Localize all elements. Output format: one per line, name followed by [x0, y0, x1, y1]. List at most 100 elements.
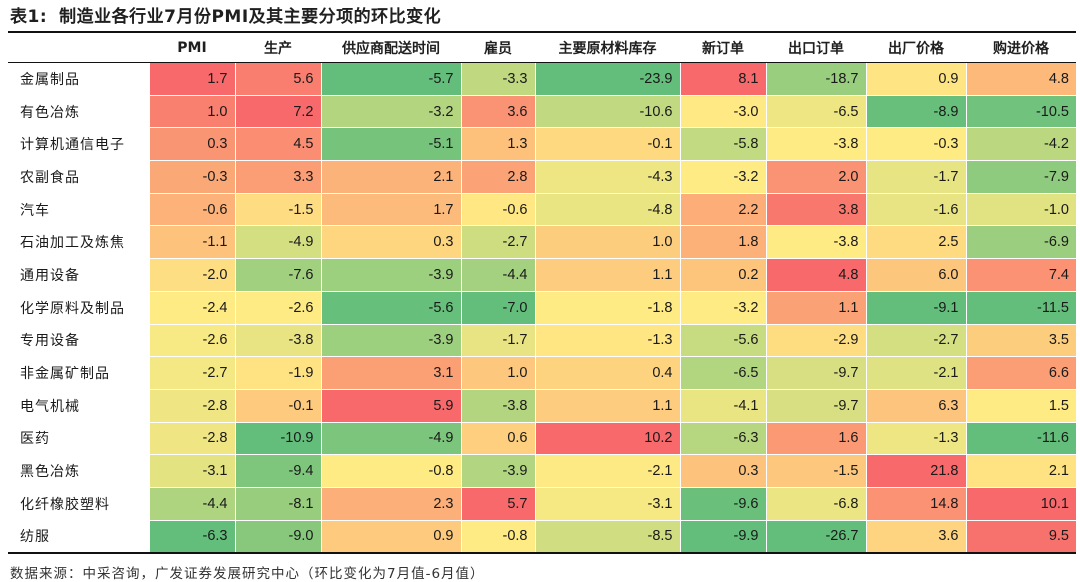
- heatmap-cell: -1.5: [234, 192, 321, 226]
- row-label: 计算机通信电子: [8, 127, 149, 161]
- heatmap-cell: -2.4: [148, 290, 235, 324]
- heatmap-cell: -1.5: [765, 454, 866, 488]
- heatmap-cell: -1.7: [460, 323, 535, 357]
- heatmap-cell: 7.4: [965, 258, 1076, 292]
- heatmap-cell: 5.7: [460, 486, 535, 521]
- row-label: 有色冶炼: [8, 94, 149, 128]
- table-row: 金属制品 1.7 5.6 -5.7 -3.3 -23.9 8.1 -18.7 0.9 4.8: [8, 62, 1076, 96]
- table-row: 纺服 -6.3 -9.0 0.9 -0.8 -8.5 -9.9 -26.7 3.6 9.5: [8, 519, 1076, 555]
- heatmap-cell: -3.8: [460, 388, 535, 423]
- table-row: 计算机通信电子 0.3 4.5 -5.1 1.3 -0.1 -5.8 -3.8 -0.3 -4.2: [8, 127, 1076, 161]
- heatmap-cell: 2.8: [460, 160, 535, 194]
- table-row: 石油加工及炼焦 -1.1 -4.9 0.3 -2.7 1.0 1.8 -3.8 2.5 -6.9: [8, 225, 1076, 259]
- heatmap-cell: 0.4: [534, 356, 680, 390]
- column-header: 购进价格: [966, 33, 1076, 63]
- heatmap-cell: -8.5: [534, 519, 680, 555]
- heatmap-cell: -0.8: [320, 454, 461, 488]
- heatmap-cell: -2.0: [148, 258, 235, 292]
- heatmap-cell: -4.4: [148, 486, 235, 521]
- heatmap-cell: -6.9: [965, 225, 1076, 259]
- heatmap-cell: -8.1: [234, 486, 321, 521]
- heatmap-cell: 1.0: [460, 356, 535, 390]
- heatmap-cell: -1.0: [965, 192, 1076, 226]
- row-label: 医药: [8, 421, 149, 455]
- heatmap-cell: -4.4: [460, 258, 535, 292]
- heatmap-cell: -10.5: [965, 94, 1076, 128]
- table-row: 化学原料及制品 -2.4 -2.6 -5.6 -7.0 -1.8 -3.2 1.1 -9.1 -1…: [8, 290, 1076, 324]
- heatmap-cell: -0.1: [534, 127, 680, 161]
- table-row: 通用设备 -2.0 -7.6 -3.9 -4.4 1.1 0.2 4.8 6.0 7.4: [8, 258, 1076, 292]
- heatmap-cell: 0.3: [148, 127, 235, 161]
- heatmap-cell: -4.3: [534, 160, 680, 194]
- heatmap-cell: -2.1: [534, 454, 680, 488]
- heatmap-cell: -1.1: [148, 225, 235, 259]
- table-row: 有色冶炼 1.0 7.2 -3.2 3.6 -10.6 -3.0 -6.5 -8.9 -10.5: [8, 94, 1076, 128]
- column-header: 出厂价格: [866, 33, 966, 63]
- column-header: 主要原材料库存: [535, 33, 680, 63]
- table-row: 化纤橡胶塑料 -4.4 -8.1 2.3 5.7 -3.1 -9.6 -6.8 14.8 10.1: [8, 486, 1076, 521]
- heatmap-cell: -3.0: [679, 94, 766, 128]
- heatmap-cell: -2.8: [148, 388, 235, 423]
- heatmap-cell: 8.1: [679, 62, 766, 96]
- table-row: 汽车 -0.6 -1.5 1.7 -0.6 -4.8 2.2 3.8 -1.6 -1.0: [8, 192, 1076, 226]
- heatmap-cell: 1.6: [765, 421, 866, 455]
- heatmap-cell: 1.7: [320, 192, 461, 226]
- heatmap-cell: 1.1: [534, 258, 680, 292]
- heatmap-cell: -9.7: [765, 356, 866, 390]
- row-label: 农副食品: [8, 160, 149, 194]
- heatmap-cell: -3.2: [320, 94, 461, 128]
- heatmap-cell: 5.6: [234, 62, 321, 96]
- heatmap-cell: 4.8: [965, 62, 1076, 96]
- heatmap-cell: -2.7: [865, 323, 966, 357]
- heatmap-cell: 3.3: [234, 160, 321, 194]
- heatmap-cell: -0.3: [148, 160, 235, 194]
- row-label: 通用设备: [8, 258, 149, 292]
- table-row: 农副食品 -0.3 3.3 2.1 2.8 -4.3 -3.2 2.0 -1.7 -7.9: [8, 160, 1076, 194]
- heatmap-cell: -3.8: [765, 127, 866, 161]
- heatmap-table: PMI 生产 供应商配送时间 雇员 主要原材料库存 新订单 出口订单 出厂价格 购进价格 金属制…: [8, 33, 1076, 555]
- heatmap-cell: -4.9: [234, 225, 321, 259]
- heatmap-cell: 1.0: [148, 94, 235, 128]
- heatmap-cell: -7.9: [965, 160, 1076, 194]
- heatmap-cell: -0.3: [865, 127, 966, 161]
- heatmap-cell: 10.2: [534, 421, 680, 455]
- heatmap-cell: -6.5: [765, 94, 866, 128]
- heatmap-cell: 0.3: [320, 225, 461, 259]
- heatmap-cell: 6.6: [965, 356, 1076, 390]
- heatmap-cell: -1.9: [234, 356, 321, 390]
- heatmap-cell: 2.0: [765, 160, 866, 194]
- heatmap-cell: 6.3: [865, 388, 966, 423]
- title-text: 制造业各行业7月份PMI及其主要分项的环比变化: [59, 7, 442, 27]
- heatmap-cell: -5.7: [320, 62, 461, 96]
- heatmap-cell: -6.8: [765, 486, 866, 521]
- heatmap-cell: 3.6: [865, 519, 966, 555]
- heatmap-cell: -1.3: [534, 323, 680, 357]
- heatmap-cell: 6.0: [865, 258, 966, 292]
- heatmap-cell: 0.9: [320, 519, 461, 555]
- heatmap-cell: -2.7: [148, 356, 235, 390]
- heatmap-cell: -2.6: [234, 290, 321, 324]
- heatmap-cell: -2.1: [865, 356, 966, 390]
- heatmap-cell: -9.0: [234, 519, 321, 555]
- heatmap-cell: 2.1: [965, 454, 1076, 488]
- heatmap-cell: -2.7: [460, 225, 535, 259]
- table-row: 专用设备 -2.6 -3.8 -3.9 -1.7 -1.3 -5.6 -2.9 -2.7 3.5: [8, 323, 1076, 357]
- heatmap-cell: -1.8: [534, 290, 680, 324]
- heatmap-cell: -3.9: [320, 258, 461, 292]
- heatmap-cell: -11.5: [965, 290, 1076, 324]
- heatmap-cell: 21.8: [865, 454, 966, 488]
- row-label: 化学原料及制品: [8, 290, 149, 324]
- table-row: 黑色冶炼 -3.1 -9.4 -0.8 -3.9 -2.1 0.3 -1.5 21.8 2.1: [8, 454, 1076, 488]
- heatmap-cell: -2.9: [765, 323, 866, 357]
- heatmap-cell: -6.3: [148, 519, 235, 555]
- heatmap-cell: 2.5: [865, 225, 966, 259]
- heatmap-cell: -0.6: [460, 192, 535, 226]
- heatmap-cell: -3.9: [320, 323, 461, 357]
- heatmap-cell: 14.8: [865, 486, 966, 521]
- heatmap-cell: -4.8: [534, 192, 680, 226]
- heatmap-cell: 4.8: [765, 258, 866, 292]
- heatmap-cell: -5.6: [679, 323, 766, 357]
- row-label: 非金属矿制品: [8, 356, 149, 390]
- table-row: 医药 -2.8 -10.9 -4.9 0.6 10.2 -6.3 1.6 -1.3 -11.6: [8, 421, 1076, 455]
- heatmap-cell: -1.3: [865, 421, 966, 455]
